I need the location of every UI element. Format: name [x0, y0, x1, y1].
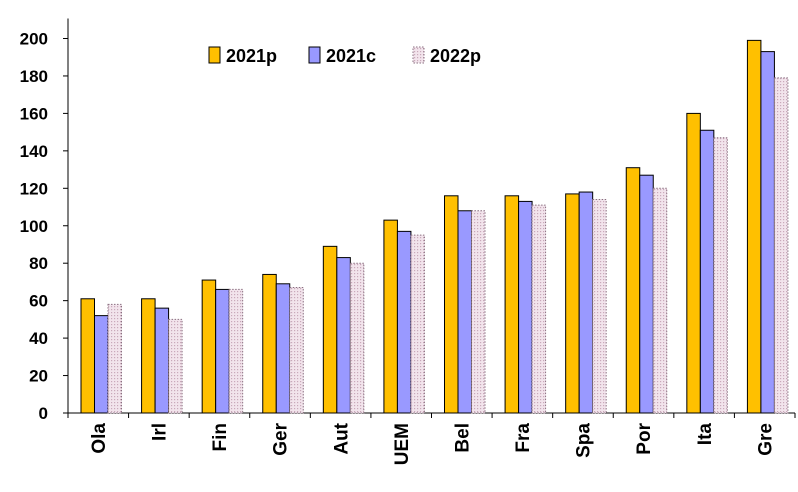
y-tick-label: 0: [39, 404, 48, 423]
legend-swatch-2022p: [412, 46, 425, 64]
x-tick-label: Ger: [271, 422, 292, 455]
y-tick-label: 40: [29, 329, 48, 348]
bar-2022p-Gre: [773, 77, 789, 414]
bar-2022p-Ita: [713, 137, 728, 414]
bar-2022p-Irl: [168, 318, 183, 414]
bar-2021p-Fra: [504, 195, 520, 414]
y-tick-label: 120: [20, 179, 48, 198]
x-tick-label: Irl: [150, 423, 171, 441]
bar-2022p-Aut: [349, 262, 365, 414]
bar-2021p-Bel: [444, 195, 459, 414]
bar-2021c-Fra: [518, 200, 533, 414]
y-tick-label: 80: [29, 254, 48, 273]
x-tick-label: Ola: [89, 423, 110, 454]
bar-2022p-Fra: [531, 204, 547, 414]
bar-2021p-Por: [625, 167, 641, 414]
y-tick-label: 100: [20, 217, 48, 236]
bar-2021p-Ola: [80, 298, 95, 414]
bar-2022p-UEM: [410, 234, 425, 414]
bar-2021p-Gre: [746, 39, 762, 414]
legend-label-2021p: 2021p: [226, 46, 277, 66]
y-tick-label: 20: [29, 367, 48, 386]
bar-2021c-UEM: [396, 230, 412, 414]
bar-2021p-Irl: [141, 298, 156, 414]
bar-2021c-Por: [639, 174, 654, 414]
y-tick-label: 140: [20, 142, 48, 161]
bar-2021c-Ita: [699, 129, 715, 414]
bar-2021c-Gre: [760, 51, 775, 414]
bar-2021p-Ger: [262, 273, 277, 414]
bar-2022p-Ola: [107, 303, 122, 414]
y-tick-label: 160: [20, 104, 48, 123]
legend: 2021p 2021c 2022p: [208, 46, 481, 66]
x-tick-label: Bel: [452, 423, 473, 453]
x-tick-label: Fin: [210, 423, 231, 452]
bar-2021c-Aut: [336, 257, 351, 414]
axes: 0 20 40 60 80 100 120 140 160 180 200 Ola Irl Fin Ger A…: [20, 18, 796, 465]
y-tick-label: 200: [20, 30, 48, 49]
bar-2022p-Bel: [471, 210, 486, 414]
legend-swatch-2021c: [308, 46, 321, 64]
legend-swatch-2021p: [208, 46, 221, 64]
bar-2021c-Irl: [154, 307, 170, 414]
y-tick-label: 60: [29, 292, 48, 311]
x-tick-label: Ita: [695, 423, 716, 446]
x-tick-label: Por: [634, 422, 655, 454]
bar-2021p-UEM: [383, 219, 398, 414]
bars: [80, 39, 789, 414]
x-tick-label: Spa: [574, 423, 595, 458]
y-tick-label: 180: [20, 67, 48, 86]
x-tick-label: Gre: [755, 423, 776, 456]
bar-2022p-Spa: [592, 199, 607, 414]
legend-label-2022p: 2022p: [430, 46, 481, 66]
x-tick-label: UEM: [392, 423, 413, 465]
bar-2022p-Ger: [289, 287, 304, 414]
bar-2022p-Por: [652, 187, 668, 414]
bar-2021c-Ola: [94, 315, 109, 414]
bar-2022p-Fin: [228, 288, 244, 414]
legend-label-2021c: 2021c: [326, 46, 376, 66]
x-tick-label: Aut: [331, 422, 352, 454]
bar-2021p-Fin: [201, 279, 217, 414]
bar-2021p-Aut: [322, 245, 338, 414]
bar-2021c-Bel: [457, 210, 472, 414]
bar-2021p-Spa: [565, 193, 580, 414]
bar-2021c-Ger: [275, 283, 291, 414]
bar-2021c-Fin: [215, 288, 230, 414]
bar-2021p-Ita: [686, 112, 701, 414]
bar-2021c-Spa: [578, 191, 594, 414]
x-tick-label: Fra: [513, 423, 534, 453]
